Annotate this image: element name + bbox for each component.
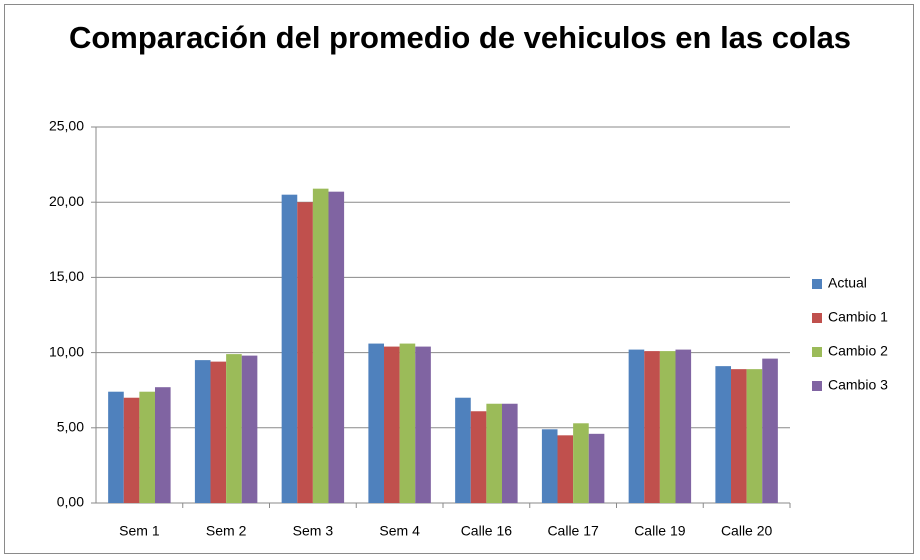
bar xyxy=(588,433,605,503)
y-tick-label: 5,00 xyxy=(57,419,84,435)
legend-swatch xyxy=(812,347,822,357)
bar xyxy=(715,366,732,503)
x-tick-label: Sem 3 xyxy=(293,523,334,539)
legend-label: Cambio 1 xyxy=(828,309,888,325)
bar xyxy=(210,361,227,503)
chart-title: Comparación del promedio de vehiculos en… xyxy=(68,20,852,55)
bar xyxy=(455,397,471,503)
bar xyxy=(123,397,140,503)
bar xyxy=(470,411,487,503)
y-tick-label: 20,00 xyxy=(49,193,84,209)
bar xyxy=(312,188,329,503)
legend-swatch xyxy=(812,381,822,391)
bar xyxy=(731,369,747,503)
bar xyxy=(746,369,763,503)
bar xyxy=(297,202,313,503)
bar xyxy=(281,194,298,503)
bar xyxy=(399,343,416,503)
legend-swatch xyxy=(812,279,822,289)
x-tick-label: Sem 4 xyxy=(379,523,420,539)
bar xyxy=(415,346,431,503)
y-tick-label: 25,00 xyxy=(49,118,84,134)
bar xyxy=(108,391,124,503)
x-tick-label: Calle 20 xyxy=(721,523,773,539)
chart-border xyxy=(4,4,914,554)
bar xyxy=(139,391,155,503)
bar xyxy=(675,349,692,503)
x-tick-label: Sem 1 xyxy=(119,523,160,539)
bar xyxy=(154,387,171,503)
bar xyxy=(194,360,211,503)
bar xyxy=(384,346,400,503)
y-tick-label: 15,00 xyxy=(49,268,84,284)
x-tick-label: Calle 19 xyxy=(634,523,686,539)
bar xyxy=(241,355,258,503)
legend-label: Actual xyxy=(828,275,867,291)
legend-label: Cambio 3 xyxy=(828,377,888,393)
x-tick-label: Sem 2 xyxy=(206,523,247,539)
x-tick-label: Calle 16 xyxy=(461,523,513,539)
bar xyxy=(573,423,589,503)
bar xyxy=(628,349,645,503)
bar xyxy=(762,358,778,503)
bar xyxy=(328,191,345,503)
bar xyxy=(541,429,558,503)
bar xyxy=(557,435,574,503)
legend-swatch xyxy=(812,313,822,323)
bar xyxy=(659,351,676,503)
legend-label: Cambio 2 xyxy=(828,343,888,359)
bar xyxy=(226,354,242,503)
bar xyxy=(501,403,518,503)
bar xyxy=(644,351,660,503)
bar xyxy=(368,343,385,503)
y-tick-label: 10,00 xyxy=(49,343,84,359)
x-tick-label: Calle 17 xyxy=(547,523,599,539)
bar xyxy=(486,403,502,503)
y-tick-label: 0,00 xyxy=(57,494,84,510)
